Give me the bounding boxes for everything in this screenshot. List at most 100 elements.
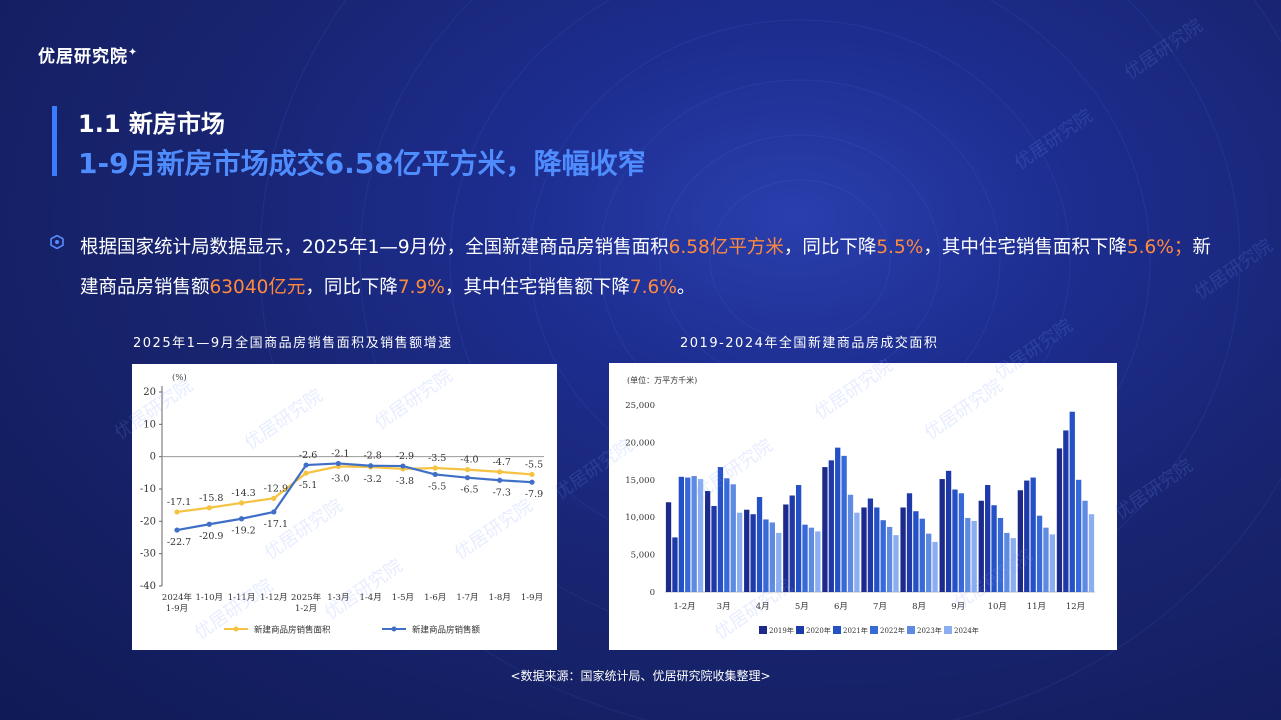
bar [678, 476, 684, 592]
bar [756, 497, 763, 592]
bar [926, 533, 932, 592]
bar [776, 532, 782, 592]
data-point [497, 469, 503, 475]
line-chart-panel: (%) 20 10 0 -10 -20 -30 -40 2024年 1-9月 1-10月 1-11月 1… [132, 364, 557, 650]
brand-logo: 优居研究院✦ [38, 45, 139, 67]
data-point [206, 505, 212, 511]
bar [919, 518, 925, 592]
title-accent-bar [52, 106, 57, 176]
x-tick-label: 1-3月 [327, 593, 349, 603]
x-tick-label: 1-12月 [260, 593, 288, 603]
amount-data-label: -20.9 [199, 531, 223, 542]
legend-label: 新建商品房销售额 [412, 625, 481, 636]
y-tick-label: 10 [143, 419, 156, 430]
bar [736, 512, 743, 592]
data-point [206, 521, 212, 527]
bar [697, 479, 704, 592]
bar [861, 507, 867, 592]
section-title: 1.1 新房市场 [78, 110, 225, 138]
bar [978, 500, 984, 592]
legend-swatch [907, 626, 915, 634]
x-tick-label: 8月 [912, 602, 926, 612]
data-point [303, 462, 309, 468]
data-point [303, 470, 309, 476]
x-tick-label: 1-2月 [295, 604, 317, 614]
bar [828, 460, 834, 592]
y-tick-label: -20 [140, 516, 156, 527]
legend-label: 2020年 [806, 626, 831, 635]
y-axis-unit-label: (单位：万平方千米) [627, 375, 697, 385]
amount-data-label: -2.1 [331, 448, 349, 459]
data-source-note: <数据来源：国家统计局、优居研究院收集整理> [510, 669, 771, 683]
y-tick-label: 5,000 [631, 551, 655, 561]
amount-data-label: -7.9 [525, 489, 543, 500]
data-point [432, 471, 438, 478]
area-data-label: -3.2 [363, 474, 381, 485]
bar [880, 520, 886, 592]
legend-marker [391, 626, 397, 632]
data-point [400, 463, 406, 469]
bar [965, 517, 971, 592]
bar [1049, 534, 1056, 592]
watermark-text: 优居研究院 [1111, 455, 1197, 524]
x-tick-label: 1-9月 [166, 604, 188, 614]
bar [932, 541, 938, 592]
bar [802, 524, 808, 592]
bar [835, 447, 841, 592]
amount-data-label: -7.3 [493, 487, 511, 498]
bar [939, 479, 945, 592]
bar [945, 470, 952, 592]
amount-data-label: -2.6 [299, 450, 317, 461]
series-line [176, 465, 533, 514]
area-data-label: -5.1 [299, 480, 317, 491]
x-tick-label: 1-11月 [228, 593, 256, 603]
bar [808, 527, 815, 592]
bar [1036, 515, 1043, 592]
bar [841, 455, 847, 592]
y-tick-label: 0 [150, 452, 156, 463]
y-tick-label: -30 [140, 549, 156, 560]
bar [711, 505, 717, 592]
bar [1069, 411, 1075, 592]
data-point [497, 477, 503, 483]
bar [886, 526, 893, 592]
legend-swatch [870, 626, 878, 634]
y-tick-label: 25,000 [625, 401, 655, 411]
bar [822, 467, 828, 592]
legend-swatch [759, 626, 767, 634]
bar [717, 467, 724, 592]
bar [1082, 500, 1088, 592]
bar [893, 535, 899, 592]
x-tick-label: 9月 [951, 602, 965, 612]
data-point [529, 479, 535, 485]
bar [985, 485, 991, 592]
bar [783, 504, 789, 592]
data-point [174, 527, 180, 533]
amount-data-label: -6.5 [460, 485, 478, 496]
x-tick-label: 2025年 [291, 592, 322, 603]
x-tick-label: 6月 [834, 602, 848, 612]
bar [991, 505, 997, 592]
data-point [464, 467, 471, 473]
bar [900, 507, 906, 592]
bar [958, 493, 965, 592]
line-chart-title: 2025年1—9月全国商品房销售面积及销售额增速 [133, 336, 453, 351]
bar [1056, 448, 1063, 592]
area-data-label: -4.7 [493, 457, 511, 468]
bar [744, 509, 750, 592]
amount-data-label: -5.5 [428, 481, 446, 492]
bar [1010, 538, 1016, 592]
data-point [271, 509, 277, 515]
y-tick-label: 20,000 [625, 438, 655, 448]
x-tick-label: 11月 [1027, 602, 1046, 612]
data-point [271, 495, 277, 501]
legend-label: 2022年 [880, 626, 905, 635]
legend-label: 2023年 [917, 626, 942, 635]
bar-chart-panel: (单位：万平方千米) 0 5,000 10,000 15,000 20,000 25,000… [609, 363, 1117, 650]
bar [847, 494, 854, 592]
bar [997, 517, 1004, 592]
data-point [432, 465, 438, 471]
bar [1088, 514, 1095, 592]
bar [867, 498, 874, 592]
